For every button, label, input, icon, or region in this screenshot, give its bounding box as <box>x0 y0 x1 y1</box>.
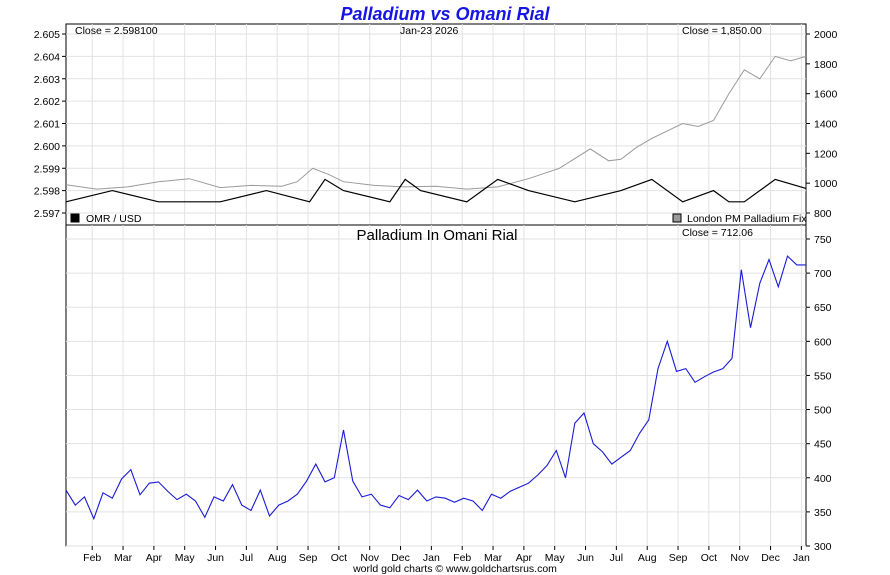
x-tick-label: Mar <box>484 552 503 564</box>
right-tick-label: 500 <box>814 405 832 417</box>
right-tick-label: 1800 <box>814 59 838 71</box>
x-tick-label: Dec <box>761 552 780 564</box>
bottom-panel-frame <box>65 224 807 547</box>
right-tick-label: 1000 <box>814 178 838 190</box>
x-tick-label: Jan <box>793 552 810 564</box>
left-tick-label: 2.597 <box>34 208 60 220</box>
left-tick-label: 2.601 <box>34 119 60 131</box>
left-tick-label: 2.599 <box>34 163 60 175</box>
x-tick-label: Apr <box>146 552 163 564</box>
footer-credit: world gold charts © www.goldchartsrus.co… <box>352 563 557 575</box>
date-label: Jan-23 2026 <box>400 25 459 37</box>
left-tick-label: 2.605 <box>34 29 60 41</box>
right-tick-label: 1200 <box>814 148 838 160</box>
palladium-in-omr-line <box>65 255 806 521</box>
right-tick-label: 2000 <box>814 29 838 41</box>
x-tick-label: Feb <box>83 552 101 564</box>
x-tick-label: Oct <box>701 552 717 564</box>
right-tick-label: 300 <box>814 541 832 553</box>
top-right-close-label: Close = 1,850.00 <box>682 25 762 37</box>
right-tick-label: 350 <box>814 507 832 519</box>
left-tick-label: 2.598 <box>34 186 60 198</box>
x-tick-label: Aug <box>638 552 657 564</box>
x-tick-label: Oct <box>331 552 347 564</box>
x-tick-label: Jun <box>207 552 224 564</box>
x-tick-label: Nov <box>360 552 379 564</box>
bottom-subtitle: Palladium In Omani Rial <box>357 227 518 244</box>
top-panel-grid <box>66 24 806 225</box>
right-tick-label: 700 <box>814 268 832 280</box>
left-tick-label: 2.604 <box>34 51 60 63</box>
right-tick-label: 750 <box>814 234 832 246</box>
x-tick-label: May <box>175 552 196 564</box>
x-tick-label: Feb <box>453 552 471 564</box>
x-tick-label: Sep <box>299 552 318 564</box>
x-tick-label: Jul <box>610 552 623 564</box>
left-tick-label: 2.602 <box>34 96 60 108</box>
top-right-axis: 800 1000 1200 1400 1600 1800 2000 <box>806 29 838 220</box>
x-tick-label: Sep <box>669 552 688 564</box>
x-tick-label: Mar <box>114 552 133 564</box>
chart-title: Palladium vs Omani Rial <box>340 4 550 24</box>
bottom-panel-grid <box>66 225 806 547</box>
right-tick-label: 800 <box>814 208 832 220</box>
bottom-close-label: Close = 712.06 <box>682 227 753 239</box>
right-tick-label: 400 <box>814 473 832 485</box>
right-tick-label: 1600 <box>814 89 838 101</box>
right-tick-label: 550 <box>814 370 832 382</box>
bottom-right-axis: 300 350 400 450 500 550 600 650 700 750 <box>806 234 832 553</box>
x-tick-label: Nov <box>730 552 749 564</box>
legend-palladium-swatch <box>672 213 682 223</box>
x-tick-label: Apr <box>516 552 533 564</box>
left-tick-label: 2.600 <box>34 141 60 153</box>
x-tick-label: Jun <box>577 552 594 564</box>
x-axis: Feb Mar Apr May Jun Jul Aug Sep Oct Nov Dec Jan Feb M… <box>83 546 810 564</box>
right-tick-label: 650 <box>814 302 832 314</box>
palladium-usd-line <box>65 55 807 190</box>
top-left-axis: 2.597 2.598 2.599 2.600 2.601 2.602 2.603 2.604… <box>34 29 66 220</box>
right-tick-label: 450 <box>814 439 832 451</box>
left-tick-label: 2.603 <box>34 74 60 86</box>
legend-omr-swatch <box>70 213 80 223</box>
top-left-close-label: Close = 2.598100 <box>75 25 158 37</box>
legend-palladium-label: London PM Palladium Fix <box>687 213 807 225</box>
right-tick-label: 1400 <box>814 119 838 131</box>
omr-usd-line <box>65 178 807 203</box>
right-tick-label: 600 <box>814 336 832 348</box>
top-panel-frame <box>65 23 807 226</box>
x-tick-label: Jan <box>423 552 440 564</box>
x-tick-label: Aug <box>268 552 287 564</box>
x-tick-label: Dec <box>391 552 410 564</box>
legend-omr-label: OMR / USD <box>86 213 142 225</box>
x-tick-label: May <box>545 552 566 564</box>
x-tick-label: Jul <box>240 552 253 564</box>
